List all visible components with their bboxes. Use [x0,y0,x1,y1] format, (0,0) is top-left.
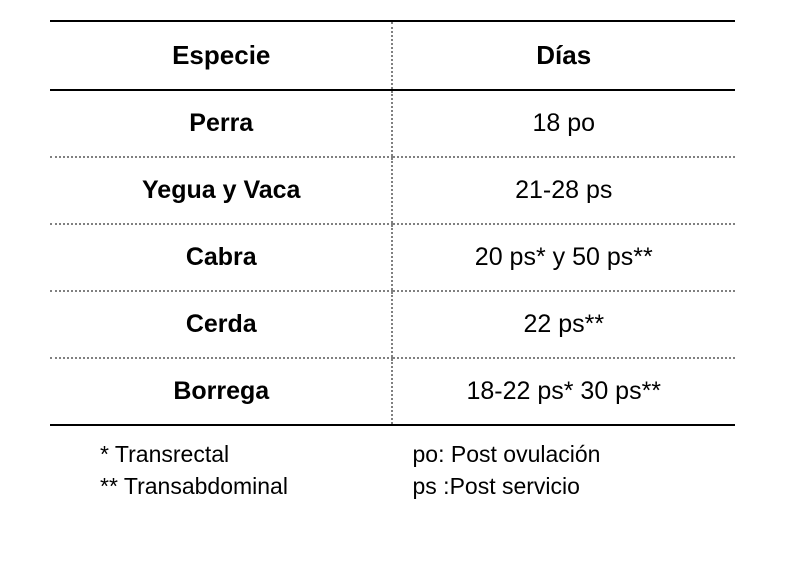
cell-days: 18-22 ps* 30 ps** [393,358,736,425]
legend-ps: ps :Post servicio [413,470,716,502]
species-table: Especie Días Perra 18 po Yegua y Vaca 21… [50,20,735,426]
cell-species: Cerda [50,291,393,358]
cell-species: Borrega [50,358,393,425]
table-header-row: Especie Días [50,21,735,90]
legend-po: po: Post ovulación [413,438,716,470]
cell-days: 21-28 ps [393,157,736,224]
table-row: Borrega 18-22 ps* 30 ps** [50,358,735,425]
column-header-species: Especie [50,21,393,90]
legend-transrectal: * Transrectal [100,438,403,470]
cell-days: 18 po [393,90,736,157]
species-table-container: Especie Días Perra 18 po Yegua y Vaca 21… [50,20,735,502]
legend-left: * Transrectal ** Transabdominal [70,438,403,502]
column-header-days: Días [393,21,736,90]
legend-transabdominal: ** Transabdominal [100,470,403,502]
cell-species: Perra [50,90,393,157]
table-row: Cabra 20 ps* y 50 ps** [50,224,735,291]
cell-days: 20 ps* y 50 ps** [393,224,736,291]
table-row: Perra 18 po [50,90,735,157]
cell-days: 22 ps** [393,291,736,358]
legend-right: po: Post ovulación ps :Post servicio [403,438,716,502]
legend-container: * Transrectal ** Transabdominal po: Post… [50,438,735,502]
cell-species: Cabra [50,224,393,291]
table-row: Cerda 22 ps** [50,291,735,358]
cell-species: Yegua y Vaca [50,157,393,224]
table-row: Yegua y Vaca 21-28 ps [50,157,735,224]
